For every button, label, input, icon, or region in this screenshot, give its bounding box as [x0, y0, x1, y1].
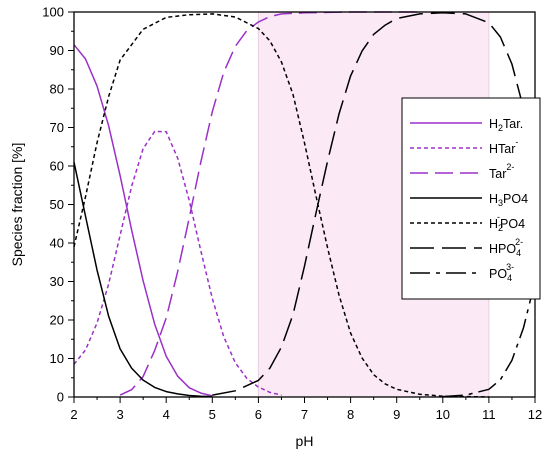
series-line-5	[73, 13, 489, 398]
legend-label: H2-PO4	[489, 212, 525, 233]
y-tick-label: 100	[42, 5, 64, 20]
y-tick-label: 40	[50, 236, 64, 251]
legend-label: H3PO4	[489, 192, 528, 208]
y-tick-label: 90	[50, 43, 64, 58]
x-tick-label: 12	[528, 407, 542, 422]
series-line-7	[442, 281, 536, 398]
y-tick-label: 60	[50, 159, 64, 174]
legend-label: Tar2-	[489, 162, 514, 181]
x-tick-label: 8	[347, 407, 354, 422]
y-tick-label: 20	[50, 313, 64, 328]
series-line-1	[73, 44, 213, 397]
x-tick-label: 2	[70, 407, 77, 422]
y-tick-label: 30	[50, 274, 64, 289]
legend-label: H2Tar.	[489, 117, 523, 133]
y-axis-title: Species fraction [%]	[9, 143, 25, 267]
x-tick-label: 9	[393, 407, 400, 422]
y-tick-label: 80	[50, 82, 64, 97]
series-line-6	[212, 12, 536, 396]
series-lines	[73, 11, 536, 398]
x-tick-label: 10	[436, 407, 450, 422]
legend-label: HPO42-	[489, 237, 523, 258]
x-tick-label: 3	[116, 407, 123, 422]
y-tick-label: 0	[57, 390, 64, 405]
y-tick-label: 10	[50, 351, 64, 366]
x-tick-label: 4	[163, 407, 170, 422]
x-tick-label: 6	[255, 407, 262, 422]
legend-label: HTar-	[489, 137, 518, 156]
legend: H2Tar. HTar- Tar2- H3PO4 H2-PO4 HPO42- PO43-	[401, 97, 541, 300]
x-tick-label: 5	[209, 407, 216, 422]
y-tick-label: 50	[50, 197, 64, 212]
y-tick-label: 70	[50, 120, 64, 135]
series-line-4	[73, 162, 213, 398]
series-line-2	[73, 130, 282, 396]
x-tick-label: 11	[482, 407, 496, 422]
legend-label: PO43-	[489, 262, 514, 283]
x-tick-label: 7	[301, 407, 308, 422]
ticks: 2 3 4 5 6 7 8 9 10 11 12 0 10 20 30 40 50 60 70 80 90 100	[42, 5, 542, 423]
x-axis-title: pH	[296, 433, 314, 449]
